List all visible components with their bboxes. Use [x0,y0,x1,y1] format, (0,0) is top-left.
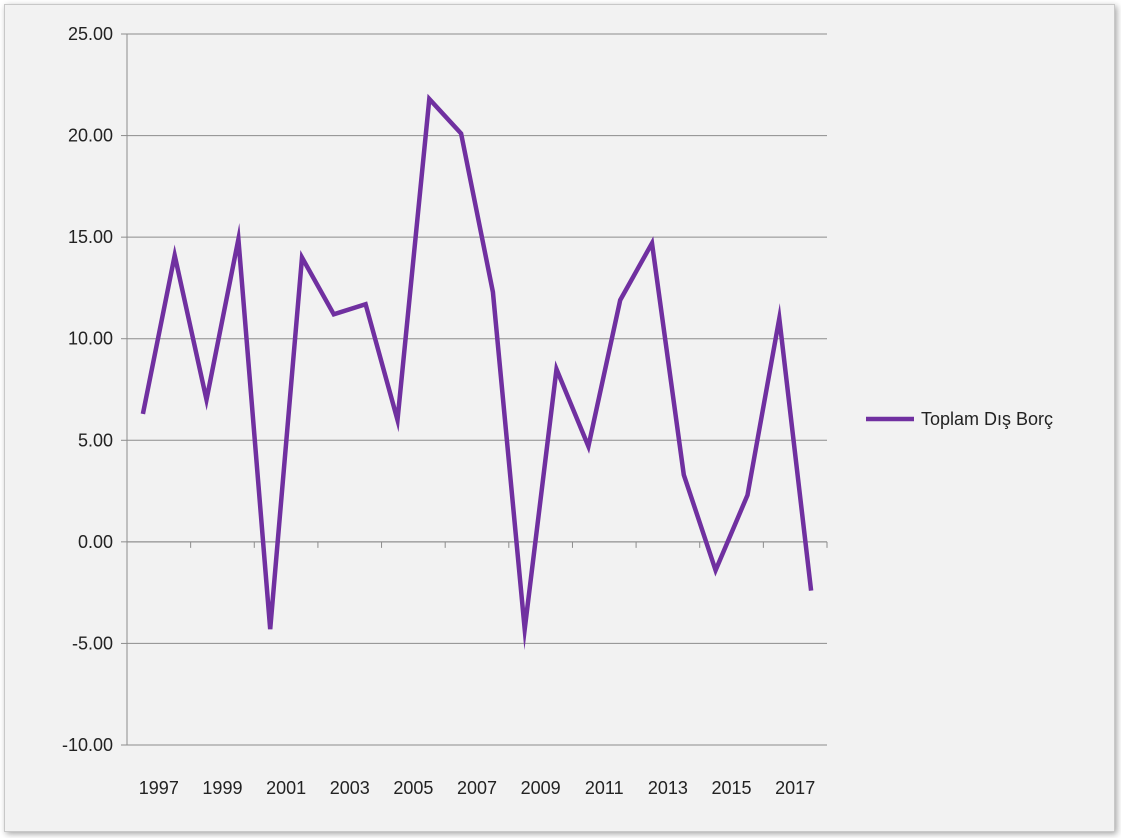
gridlines [127,33,827,746]
x-axis: 1997 1999 2001 2003 2005 2007 2009 2011 2013 2015… [126,541,828,798]
chart-frame [4,4,1115,832]
x-tick-label: 2003 [330,778,370,798]
x-tick-label: 2007 [457,778,497,798]
series-group [140,93,814,651]
x-tick-label: 2009 [521,778,561,798]
legend: Toplam Dış Borç [866,409,1053,429]
y-tick-label: 0.00 [78,532,113,552]
y-tick-label: -10.00 [62,735,113,755]
y-tick-label: -5.00 [72,633,113,653]
x-tick-label: 2001 [266,778,306,798]
y-tick-label: 25.00 [68,24,113,44]
x-tick-label: 2017 [775,778,815,798]
y-tick-label: 20.00 [68,126,113,146]
x-tick-label: 1997 [139,778,179,798]
legend-label: Toplam Dış Borç [921,409,1053,429]
x-tick-label: 2011 [585,778,624,798]
series-line [140,93,814,651]
y-tick-label: 15.00 [68,227,113,247]
x-tick-label: 1999 [202,778,242,798]
y-tick-label: 5.00 [78,430,113,450]
x-tick-label: 2005 [393,778,433,798]
x-tick-label: 2013 [648,778,688,798]
y-axis: 25.00 20.00 15.00 10.00 5.00 0.00 -5.00 -10.00 [62,24,128,755]
x-tick-label: 2015 [712,778,752,798]
y-tick-label: 10.00 [68,329,113,349]
